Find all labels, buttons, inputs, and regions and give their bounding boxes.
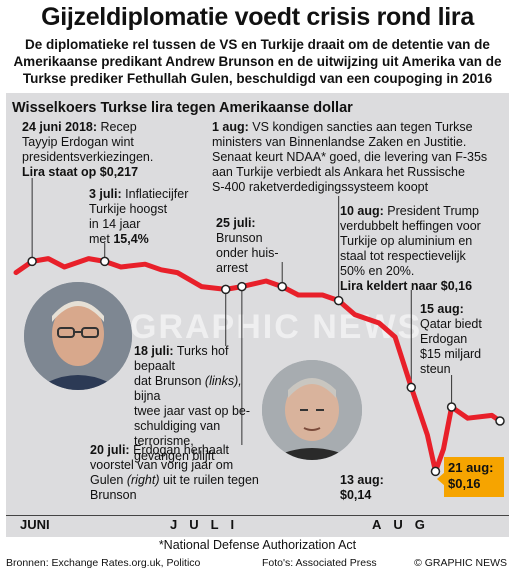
aug21-value: $0,16 bbox=[448, 476, 481, 491]
month-label-jul: JULI bbox=[170, 517, 247, 532]
gulen-photo bbox=[262, 360, 362, 460]
aug13-value: $0,14 bbox=[340, 488, 372, 502]
month-label-aug: AUG bbox=[372, 517, 437, 532]
photos-credit: Foto's: Associated Press bbox=[262, 557, 377, 569]
jul3-text1: Inflatiecijfer bbox=[125, 187, 189, 201]
aug15-text4: steun bbox=[420, 362, 451, 376]
credit-line: © GRAPHIC NEWS bbox=[414, 557, 507, 569]
source-line: Bronnen: Exchange Rates.org.uk, Politico bbox=[6, 557, 201, 569]
annotation-jul20: 20 juli: Erdogan herhaalt voorstel van v… bbox=[90, 443, 260, 503]
panel-title: Wisselkoers Turkse lira tegen Amerikaans… bbox=[12, 100, 353, 116]
aug1-text4: aan Turkije verbiedt als Ankara het Russ… bbox=[212, 165, 465, 179]
watermark: GRAPHIC NEWS bbox=[130, 308, 423, 346]
jun24-bold: Lira staat op $0,217 bbox=[22, 165, 139, 179]
annotation-aug1: 1 aug: VS kondigen sancties aan tegen Tu… bbox=[212, 120, 504, 195]
aug1-text2: ministers van Binnenlandse Zaken en Just… bbox=[212, 135, 467, 149]
annotation-aug15: 15 aug: Qatar biedt Erdogan $15 miljard … bbox=[420, 302, 505, 377]
jul18-text6: gevangen blijft bbox=[134, 449, 215, 463]
x-axis bbox=[6, 515, 509, 538]
aug13-date: 13 aug: bbox=[340, 473, 384, 487]
jul3-date: 3 juli: bbox=[89, 187, 122, 201]
event-point-aug15 bbox=[446, 402, 457, 412]
jul18-text2b: (links), bbox=[204, 374, 242, 388]
event-point-jul25 bbox=[277, 281, 287, 292]
jul25-date: 25 juli: bbox=[216, 216, 256, 230]
aug15-text2: Erdogan bbox=[420, 332, 468, 346]
jul20-text1: Erdogan herhaalt bbox=[133, 443, 229, 457]
jul20-date: 20 juli: bbox=[90, 443, 130, 457]
jul20-text3a: Gulen bbox=[90, 473, 124, 487]
event-point-jul3 bbox=[99, 256, 110, 267]
aug15-text3: $15 miljard bbox=[420, 347, 482, 361]
event-point-aug1 bbox=[333, 295, 344, 306]
headline: Gijzeldiplomatie voedt crisis rond lira bbox=[41, 3, 474, 31]
event-point-jun24 bbox=[27, 256, 37, 267]
aug1-text5: S-400 raketverdedigingssysteem koopt bbox=[212, 180, 429, 194]
jul18-text4: schuldiging van bbox=[134, 419, 221, 433]
aug10-text4: staal tot respectievelijk bbox=[340, 249, 466, 263]
annotation-aug10: 10 aug: President Trump verdubbelt heffi… bbox=[340, 204, 505, 294]
aug21-date: 21 aug: bbox=[448, 460, 494, 475]
annotation-jul3: 3 juli: Inflatiecijfer Turkije hoogst in… bbox=[89, 187, 199, 247]
jul3-text3: in 14 jaar bbox=[89, 217, 141, 231]
jun24-text1: Recep bbox=[100, 120, 137, 134]
jul18-text5: terrorisme, bbox=[134, 434, 194, 448]
jul3-text2: Turkije hoogst bbox=[89, 202, 168, 216]
jul20-text4: Brunson bbox=[90, 488, 137, 502]
jul18-text2c: bijna bbox=[134, 389, 161, 403]
jun24-date: 24 juni 2018: bbox=[22, 120, 98, 134]
jul3-text4a: met bbox=[89, 232, 110, 246]
annotation-aug13: 13 aug: $0,14 bbox=[340, 473, 410, 503]
aug15-text1: Qatar biedt bbox=[420, 317, 482, 331]
aug15-date: 15 aug: bbox=[420, 302, 464, 316]
jul20-text3c: uit te ruilen tegen bbox=[162, 473, 259, 487]
aug21-callout: 21 aug: $0,16 bbox=[444, 457, 504, 497]
brunson-photo bbox=[24, 282, 132, 390]
aug10-bold: Lira keldert naar $0,16 bbox=[340, 279, 473, 293]
jul18-text1: Turks hof bepaalt bbox=[134, 344, 229, 373]
event-point-jul20 bbox=[237, 281, 247, 292]
annotation-jul25: 25 juli: Brunson onder huis- arrest bbox=[216, 216, 296, 276]
jul20-text3b: (right) bbox=[126, 473, 160, 487]
aug10-date: 10 aug: bbox=[340, 204, 384, 218]
jun24-text2: Tayyip Erdogan wint bbox=[22, 135, 134, 149]
footnote: *National Defense Authorization Act bbox=[158, 538, 357, 552]
jun24-text3: presidentsverkiezingen. bbox=[22, 150, 154, 164]
aug21-callout-pointer bbox=[437, 472, 445, 486]
brunson-portrait bbox=[24, 282, 132, 390]
deck: De diplomatieke rel tussen de VS en Turk… bbox=[13, 37, 502, 86]
event-point-aug10 bbox=[406, 382, 417, 393]
gulen-portrait bbox=[262, 360, 362, 460]
event-point-aug21 bbox=[495, 416, 505, 426]
aug1-text3: Senaat keurt NDAA* goed, die levering va… bbox=[212, 150, 488, 164]
jul18-date: 18 juli: bbox=[134, 344, 174, 358]
jul18-text2a: dat Brunson bbox=[134, 374, 202, 388]
jul20-text2: voorstel van vorig jaar om bbox=[90, 458, 234, 472]
jul25-text1: Brunson bbox=[216, 231, 263, 245]
event-point-jul18 bbox=[220, 284, 231, 295]
jul3-text4b: 15,4% bbox=[113, 232, 149, 246]
month-label-jun: JUNI bbox=[20, 517, 50, 532]
aug10-text2: verdubbelt heffingen voor bbox=[340, 219, 481, 233]
aug10-text3: Turkije op aluminium en bbox=[340, 234, 473, 248]
jul25-text2: onder huis- bbox=[216, 246, 279, 260]
jul18-text3: twee jaar vast op be- bbox=[134, 404, 251, 418]
aug1-date: 1 aug: bbox=[212, 120, 249, 134]
annotation-jun24: 24 juni 2018: Recep Tayyip Erdogan wint … bbox=[22, 120, 197, 180]
aug10-text1: President Trump bbox=[387, 204, 479, 218]
annotation-jul18: 18 juli: Turks hof bepaalt dat Brunson (… bbox=[134, 344, 269, 464]
aug1-text1: VS kondigen sancties aan tegen Turkse bbox=[252, 120, 473, 134]
aug10-text5: 50% en 20%. bbox=[340, 264, 415, 278]
jul25-text3: arrest bbox=[216, 261, 248, 275]
